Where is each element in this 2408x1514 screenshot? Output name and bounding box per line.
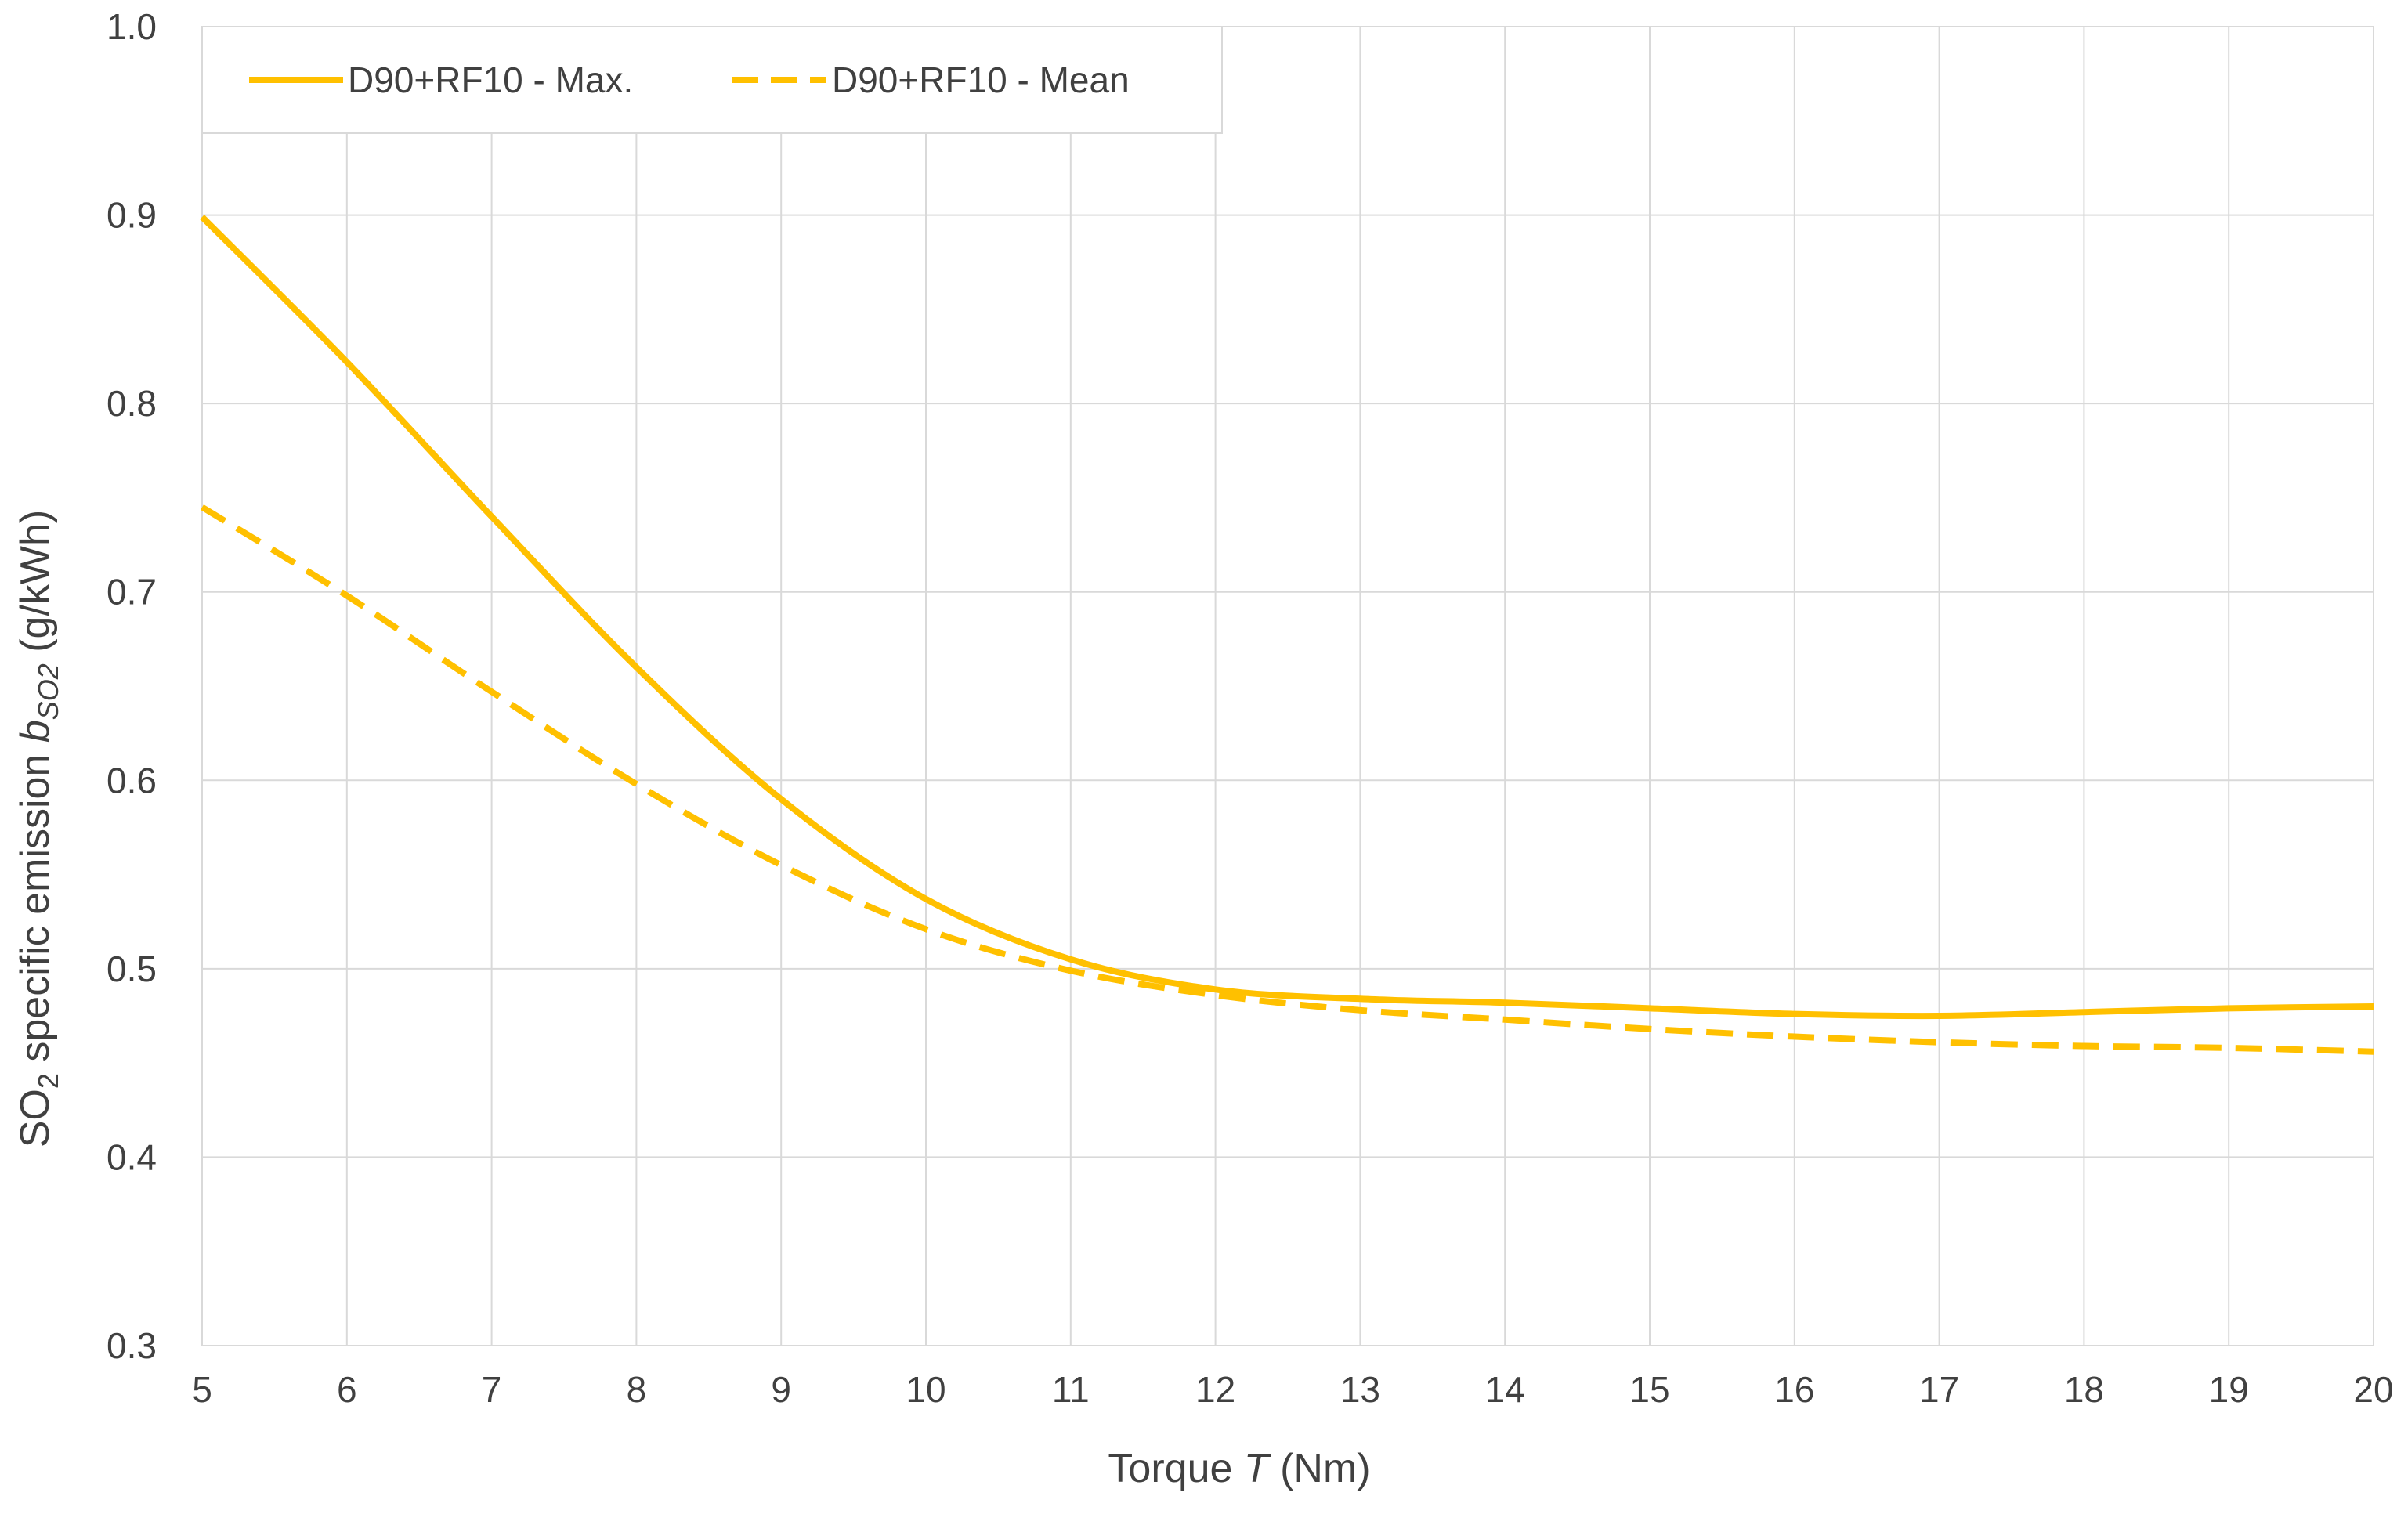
x-tick-label: 15 [1629, 1369, 1669, 1410]
x-tick-label: 20 [2353, 1369, 2393, 1410]
x-tick-label: 6 [337, 1369, 357, 1410]
x-tick-label: 13 [1340, 1369, 1380, 1410]
y-tick-label: 0.3 [107, 1325, 157, 1366]
y-tick-label: 0.9 [107, 195, 157, 236]
x-tick-label: 14 [1485, 1369, 1525, 1410]
tick-label-layer: 5 6 7 8 9 10 11 12 13 14 15 16 17 18 19 20 0.3 0.4 0.5 0.6 0… [107, 6, 2394, 1410]
x-tick-label: 12 [1195, 1369, 1235, 1410]
y-axis-title-sub2: SO2 [32, 663, 64, 720]
grid-layer [201, 26, 2374, 1346]
x-axis-title-italic: T [1244, 1446, 1271, 1491]
legend: D90+RF10 - Max. D90+RF10 - Mean [201, 26, 1223, 134]
y-axis-title-unit: (g/kWh) [13, 510, 58, 663]
x-tick-label: 8 [627, 1369, 647, 1410]
y-axis-title-sub1: 2 [32, 1073, 64, 1089]
y-tick-label: 0.8 [107, 383, 157, 424]
x-tick-label: 16 [1774, 1369, 1814, 1410]
legend-label-mean: D90+RF10 - Mean [832, 60, 1130, 100]
y-tick-label: 0.6 [107, 760, 157, 800]
y-axis-title: SO2 specific emission bSO2 (g/kWh) [13, 510, 64, 1148]
legend-label-max: D90+RF10 - Max. [348, 60, 633, 100]
x-tick-label: 19 [2209, 1369, 2249, 1410]
y-tick-label: 0.7 [107, 572, 157, 612]
y-axis-title-part1: SO [13, 1089, 58, 1147]
x-axis-title-suffix: (Nm) [1269, 1446, 1371, 1491]
y-tick-label: 0.5 [107, 949, 157, 989]
x-tick-label: 11 [1052, 1369, 1090, 1410]
legend-box [201, 26, 1223, 134]
x-tick-label: 7 [482, 1369, 502, 1410]
x-tick-label: 18 [2064, 1369, 2104, 1410]
x-tick-label: 17 [1919, 1369, 1959, 1410]
x-tick-label: 5 [192, 1369, 212, 1410]
x-axis-title: Torque T (Nm) [1108, 1446, 1370, 1491]
y-axis-title-italic: b [13, 720, 58, 743]
y-axis-title-part2: specific emission [13, 743, 58, 1073]
x-tick-label: 10 [906, 1369, 945, 1410]
x-tick-label: 9 [771, 1369, 791, 1410]
x-axis-title-prefix: Torque [1108, 1446, 1243, 1491]
series-layer [200, 215, 2374, 1055]
series-line-mean [200, 504, 2374, 1055]
y-tick-label: 0.4 [107, 1136, 157, 1177]
y-tick-label: 1.0 [107, 6, 157, 47]
series-line-max [200, 215, 2374, 1020]
